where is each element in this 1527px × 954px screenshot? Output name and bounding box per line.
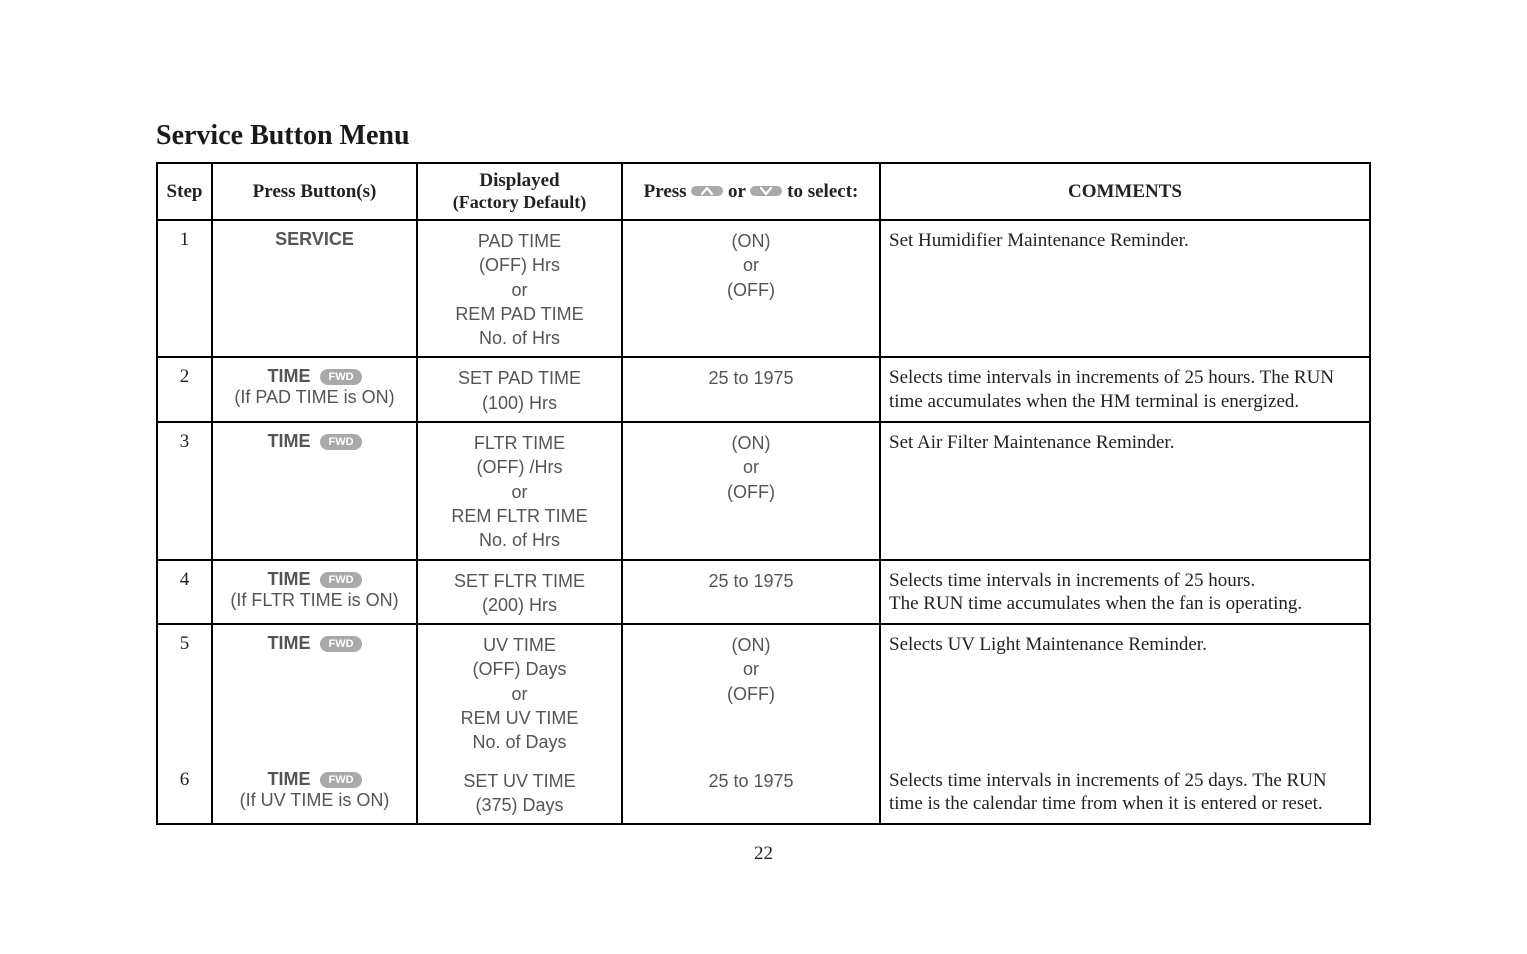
- comments-cell: Selects time intervals in increments of …: [880, 761, 1370, 825]
- button-main-label: SERVICE: [275, 229, 354, 249]
- displayed-cell: SET PAD TIME(100) Hrs: [417, 357, 622, 422]
- fwd-icon: FWD: [320, 369, 361, 385]
- buttons-cell: SERVICE: [212, 220, 417, 357]
- table-body: 1 SERVICE PAD TIME(OFF) HrsorREM PAD TIMEN…: [157, 220, 1370, 824]
- button-main-label: TIME: [267, 769, 310, 789]
- step-cell: 1: [157, 220, 212, 357]
- hdr-press-prefix: Press: [644, 181, 687, 202]
- table-row: 4 TIME FWD (If FLTR TIME is ON) SET FLTR TI…: [157, 560, 1370, 625]
- comments-cell: Set Humidifier Maintenance Reminder.: [880, 220, 1370, 357]
- displayed-cell: FLTR TIME(OFF) /HrsorREM FLTR TIMENo. of…: [417, 422, 622, 559]
- press-cell: (ON)or(OFF): [622, 422, 880, 559]
- comments-cell: Selects UV Light Maintenance Reminder.: [880, 624, 1370, 760]
- step-cell: 4: [157, 560, 212, 625]
- button-main-label: TIME: [267, 569, 310, 589]
- press-cell: 25 to 1975: [622, 357, 880, 422]
- displayed-cell: SET UV TIME(375) Days: [417, 761, 622, 825]
- comments-cell: Selects time intervals in increments of …: [880, 357, 1370, 422]
- comments-cell: Selects time intervals in increments of …: [880, 560, 1370, 625]
- buttons-cell: TIME FWD: [212, 624, 417, 760]
- fwd-icon: FWD: [320, 572, 361, 588]
- table-row: 5TIME FWDUV TIME(OFF) DaysorREM UV TIMEN…: [157, 624, 1370, 760]
- fwd-icon: FWD: [320, 772, 361, 788]
- table-row: 1 SERVICE PAD TIME(OFF) HrsorREM PAD TIMEN…: [157, 220, 1370, 357]
- button-sub-label: (If PAD TIME is ON): [234, 387, 394, 407]
- table-header-row: Step Press Button(s) Displayed (Factory …: [157, 163, 1370, 220]
- up-arrow-icon: [691, 186, 723, 196]
- hdr-displayed-main: Displayed: [479, 170, 559, 191]
- press-cell: (ON)or(OFF): [622, 220, 880, 357]
- hdr-press: Press or to select:: [622, 163, 880, 220]
- hdr-displayed: Displayed (Factory Default): [417, 163, 622, 220]
- step-cell: 6: [157, 761, 212, 825]
- press-cell: (ON)or(OFF): [622, 624, 880, 760]
- press-cell: 25 to 1975: [622, 560, 880, 625]
- page-number: 22: [156, 843, 1371, 865]
- buttons-cell: TIME FWD (If UV TIME is ON): [212, 761, 417, 825]
- hdr-comments: COMMENTS: [880, 163, 1370, 220]
- fwd-icon: FWD: [320, 434, 361, 450]
- displayed-cell: PAD TIME(OFF) HrsorREM PAD TIMENo. of Hr…: [417, 220, 622, 357]
- button-main-label: TIME: [267, 431, 310, 451]
- press-cell: 25 to 1975: [622, 761, 880, 825]
- fwd-icon: FWD: [320, 636, 361, 652]
- button-main-label: TIME: [267, 633, 310, 653]
- buttons-cell: TIME FWD: [212, 422, 417, 559]
- page-title: Service Button Menu: [156, 120, 1371, 152]
- hdr-displayed-sub: (Factory Default): [422, 192, 617, 213]
- hdr-press-mid: or: [728, 181, 746, 202]
- button-sub-label: (If FLTR TIME is ON): [230, 590, 398, 610]
- displayed-cell: SET FLTR TIME(200) Hrs: [417, 560, 622, 625]
- step-cell: 2: [157, 357, 212, 422]
- buttons-cell: TIME FWD (If FLTR TIME is ON): [212, 560, 417, 625]
- down-arrow-icon: [750, 186, 782, 196]
- step-cell: 3: [157, 422, 212, 559]
- comments-cell: Set Air Filter Maintenance Reminder.: [880, 422, 1370, 559]
- table-row: 6 TIME FWD (If UV TIME is ON) SET UV TIME(3…: [157, 761, 1370, 825]
- step-cell: 5: [157, 624, 212, 760]
- hdr-buttons: Press Button(s): [212, 163, 417, 220]
- service-menu-table: Step Press Button(s) Displayed (Factory …: [156, 162, 1371, 825]
- table-row: 3TIME FWDFLTR TIME(OFF) /HrsorREM FLTR T…: [157, 422, 1370, 559]
- hdr-step: Step: [157, 163, 212, 220]
- buttons-cell: TIME FWD (If PAD TIME is ON): [212, 357, 417, 422]
- hdr-press-suffix: to select:: [787, 181, 858, 202]
- displayed-cell: UV TIME(OFF) DaysorREM UV TIMENo. of Day…: [417, 624, 622, 760]
- table-row: 2 TIME FWD (If PAD TIME is ON) SET PAD TIME…: [157, 357, 1370, 422]
- button-sub-label: (If UV TIME is ON): [240, 790, 390, 810]
- button-main-label: TIME: [267, 366, 310, 386]
